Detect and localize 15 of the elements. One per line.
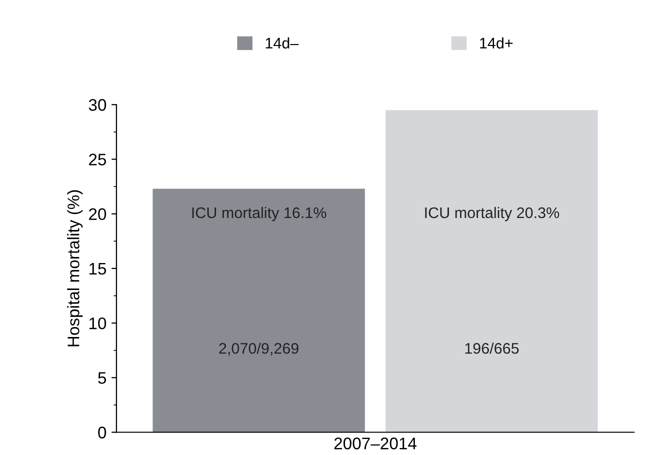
annotation: 196/665 [465,342,519,354]
legend-label: 14d+ [480,37,513,49]
y-tick-label: 5 [98,372,106,384]
y-tick-label: 15 [89,263,106,275]
annotation: ICU mortality 16.1% [192,206,326,222]
y-tick-label: 0 [98,426,106,438]
y-axis-title: Hospital mortality (%) [67,190,83,346]
annotation: 2,070/9,269 [219,342,298,356]
y-tick-label: 25 [89,154,106,166]
legend-label: 14d– [266,37,299,49]
annotation: ICU mortality 20.3% [425,206,560,222]
y-tick-label: 10 [89,317,106,330]
x-tick-label: 2007–2014 [334,438,416,450]
y-tick-label: 30 [88,99,106,111]
y-tick-label: 20 [89,208,106,220]
